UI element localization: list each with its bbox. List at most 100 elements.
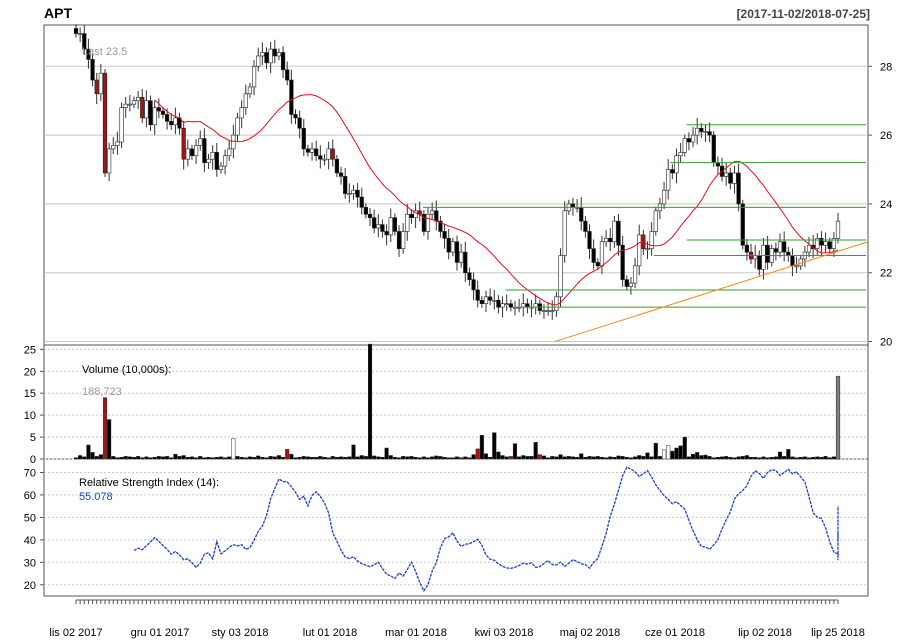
price-candle: [806, 244, 812, 253]
volume-bar: [732, 457, 737, 460]
price-candle: [256, 55, 261, 67]
volume-bar: [471, 454, 476, 460]
volume-bar: [703, 454, 708, 460]
volume-bar: [637, 455, 642, 460]
price-candle: [111, 145, 116, 150]
volume-bar: [691, 453, 696, 460]
price-candle: [819, 238, 824, 246]
volume-bar: [657, 456, 662, 460]
volume-bar: [604, 457, 609, 460]
price-candle: [715, 162, 721, 167]
volume-bar: [815, 456, 820, 460]
price-candle: [173, 117, 178, 126]
volume-bar: [823, 456, 828, 460]
price-candle: [152, 107, 157, 126]
volume-bar: [558, 454, 563, 460]
price-candle: [649, 231, 654, 249]
price-candle: [218, 165, 224, 170]
price-candle: [666, 169, 671, 191]
volume-bar: [388, 455, 393, 460]
volume-title: Volume (10,000s):: [82, 364, 171, 376]
volume-bar: [753, 456, 758, 460]
price-candle: [562, 210, 567, 256]
price-candle: [119, 107, 124, 143]
price-candle: [396, 231, 402, 249]
price-candle: [678, 152, 683, 157]
volume-bar: [413, 456, 418, 460]
price-candle: [496, 299, 501, 308]
volume-bar: [173, 453, 178, 460]
price-candle: [202, 138, 207, 163]
price-candle: [823, 241, 828, 246]
price-candle: [765, 244, 770, 263]
volume-bar: [434, 455, 439, 460]
price-candle: [413, 210, 418, 218]
price-candle: [297, 117, 302, 129]
volume-bar: [579, 453, 584, 460]
volume-bar: [537, 454, 542, 460]
volume-bar: [819, 456, 824, 460]
price-candle: [239, 107, 244, 119]
volume-tick-label: 15: [24, 388, 36, 400]
volume-bar: [459, 457, 464, 460]
price-candle: [570, 203, 576, 208]
volume-bar: [806, 457, 812, 460]
volume-bar: [409, 456, 414, 460]
volume-bar: [268, 456, 273, 460]
volume-bar: [185, 456, 190, 460]
volume-bar: [202, 457, 207, 460]
volume-bar: [322, 456, 327, 460]
price-candle: [732, 172, 737, 184]
price-candle: [322, 158, 327, 161]
volume-bar: [310, 456, 315, 460]
price-candle: [835, 220, 841, 239]
x-tick-label: lis 02 2017: [49, 627, 102, 639]
price-candle: [206, 158, 211, 163]
volume-bar: [811, 456, 816, 460]
price-candle: [653, 210, 658, 232]
price-candle: [351, 189, 356, 194]
volume-bar: [608, 456, 613, 460]
price-candle: [338, 172, 344, 177]
price-candle: [703, 131, 708, 133]
price-candle: [425, 213, 431, 232]
volume-tick-label: 0: [30, 454, 36, 466]
x-tick-label: maj 02 2018: [560, 627, 621, 639]
price-candle: [140, 96, 145, 119]
price-candle: [148, 100, 153, 126]
volume-bar: [256, 455, 261, 460]
rsi-tick-label: 70: [24, 467, 36, 479]
volume-bar: [396, 457, 402, 460]
volume-last-label: 188,723: [82, 386, 122, 398]
volume-bar: [641, 456, 646, 460]
volume-bar: [686, 456, 691, 460]
price-candle: [645, 248, 650, 250]
volume-bar: [591, 456, 596, 460]
price-candle: [305, 148, 311, 153]
volume-bar: [86, 444, 91, 460]
price-candle: [355, 189, 360, 198]
price-candle: [777, 241, 783, 253]
x-tick-label: gru 01 2017: [131, 627, 190, 639]
volume-bar: [794, 457, 799, 460]
price-candle: [459, 251, 464, 263]
volume-bar: [206, 456, 211, 460]
volume-bar: [653, 442, 658, 460]
volume-bar: [504, 456, 509, 460]
price-candle: [504, 303, 509, 306]
volume-bar: [73, 457, 79, 460]
panel-frame-1: [43, 344, 869, 460]
price-candle: [115, 141, 120, 146]
price-candle: [632, 265, 638, 284]
price-candle: [492, 299, 497, 302]
volume-bar: [119, 456, 124, 460]
panel-frame-0: [43, 24, 869, 346]
volume-bar: [421, 456, 426, 460]
volume-bar: [210, 457, 215, 460]
price-candle: [334, 158, 340, 174]
volume-bar: [169, 457, 174, 460]
price-candle: [193, 145, 199, 157]
volume-bar: [517, 456, 522, 460]
volume-bar: [782, 456, 787, 460]
volume-bar: [711, 457, 716, 460]
